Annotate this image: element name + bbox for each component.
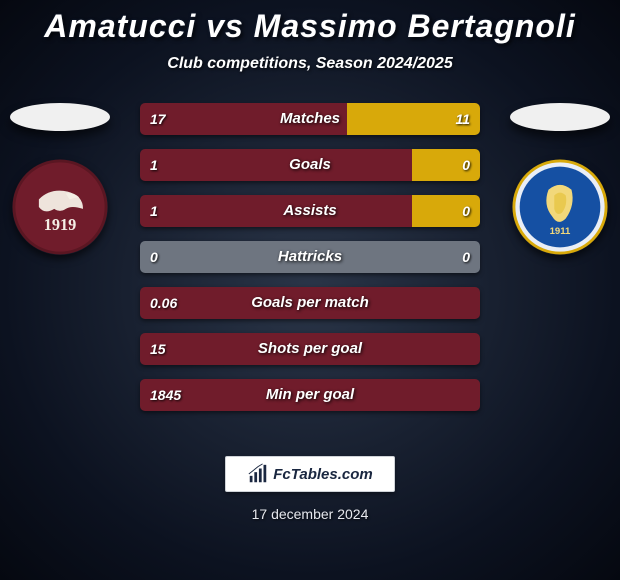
stat-row: 10Goals (140, 149, 480, 181)
vs-label: vs (206, 8, 244, 44)
left-club-crest: 1919 (12, 159, 108, 255)
stat-bar-left (140, 287, 480, 319)
stat-value-right: 0 (452, 241, 480, 273)
stat-value-left: 15 (140, 333, 176, 365)
comparison-content: 1919 1911 1711Matches10Goals10Assists00H… (0, 103, 620, 443)
left-crest-svg: 1919 (12, 159, 108, 255)
left-flag-disc (10, 103, 110, 131)
footer-brand-text: FcTables.com (273, 466, 372, 483)
stat-row: 0.06Goals per match (140, 287, 480, 319)
chart-icon (247, 463, 269, 485)
stat-bar-left (140, 149, 412, 181)
left-club-block: 1919 (0, 103, 120, 255)
stat-value-left: 1 (140, 149, 168, 181)
stat-row: 10Assists (140, 195, 480, 227)
player1-name: Amatucci (44, 8, 196, 44)
footer-date: 17 december 2024 (0, 506, 620, 522)
stat-row: 1845Min per goal (140, 379, 480, 411)
stat-row: 1711Matches (140, 103, 480, 135)
stat-value-left: 0 (140, 241, 168, 273)
stat-value-right: 0 (452, 149, 480, 181)
stat-value-right (460, 287, 480, 319)
stat-row: 00Hattricks (140, 241, 480, 273)
stat-value-right (460, 333, 480, 365)
right-club-block: 1911 (500, 103, 620, 255)
stat-value-left: 0.06 (140, 287, 187, 319)
stat-value-right: 0 (452, 195, 480, 227)
stat-value-left: 1 (140, 195, 168, 227)
comparison-title: Amatucci vs Massimo Bertagnoli (0, 0, 620, 45)
stat-bars: 1711Matches10Goals10Assists00Hattricks0.… (140, 103, 480, 425)
footer-brand-badge[interactable]: FcTables.com (225, 456, 395, 492)
right-flag-disc (510, 103, 610, 131)
stat-value-left: 1845 (140, 379, 191, 411)
stat-bar-left (140, 195, 412, 227)
right-crest-year: 1911 (550, 226, 571, 237)
stat-row: 15Shots per goal (140, 333, 480, 365)
stat-bar-neutral (140, 241, 480, 273)
subtitle: Club competitions, Season 2024/2025 (0, 55, 620, 73)
stat-bar-left (140, 333, 480, 365)
right-club-crest: 1911 (512, 159, 608, 255)
stat-value-right: 11 (445, 103, 480, 135)
left-crest-year: 1919 (44, 215, 77, 234)
stat-value-right (460, 379, 480, 411)
player2-name: Massimo Bertagnoli (254, 8, 576, 44)
stat-value-left: 17 (140, 103, 176, 135)
right-crest-svg: 1911 (512, 159, 608, 255)
